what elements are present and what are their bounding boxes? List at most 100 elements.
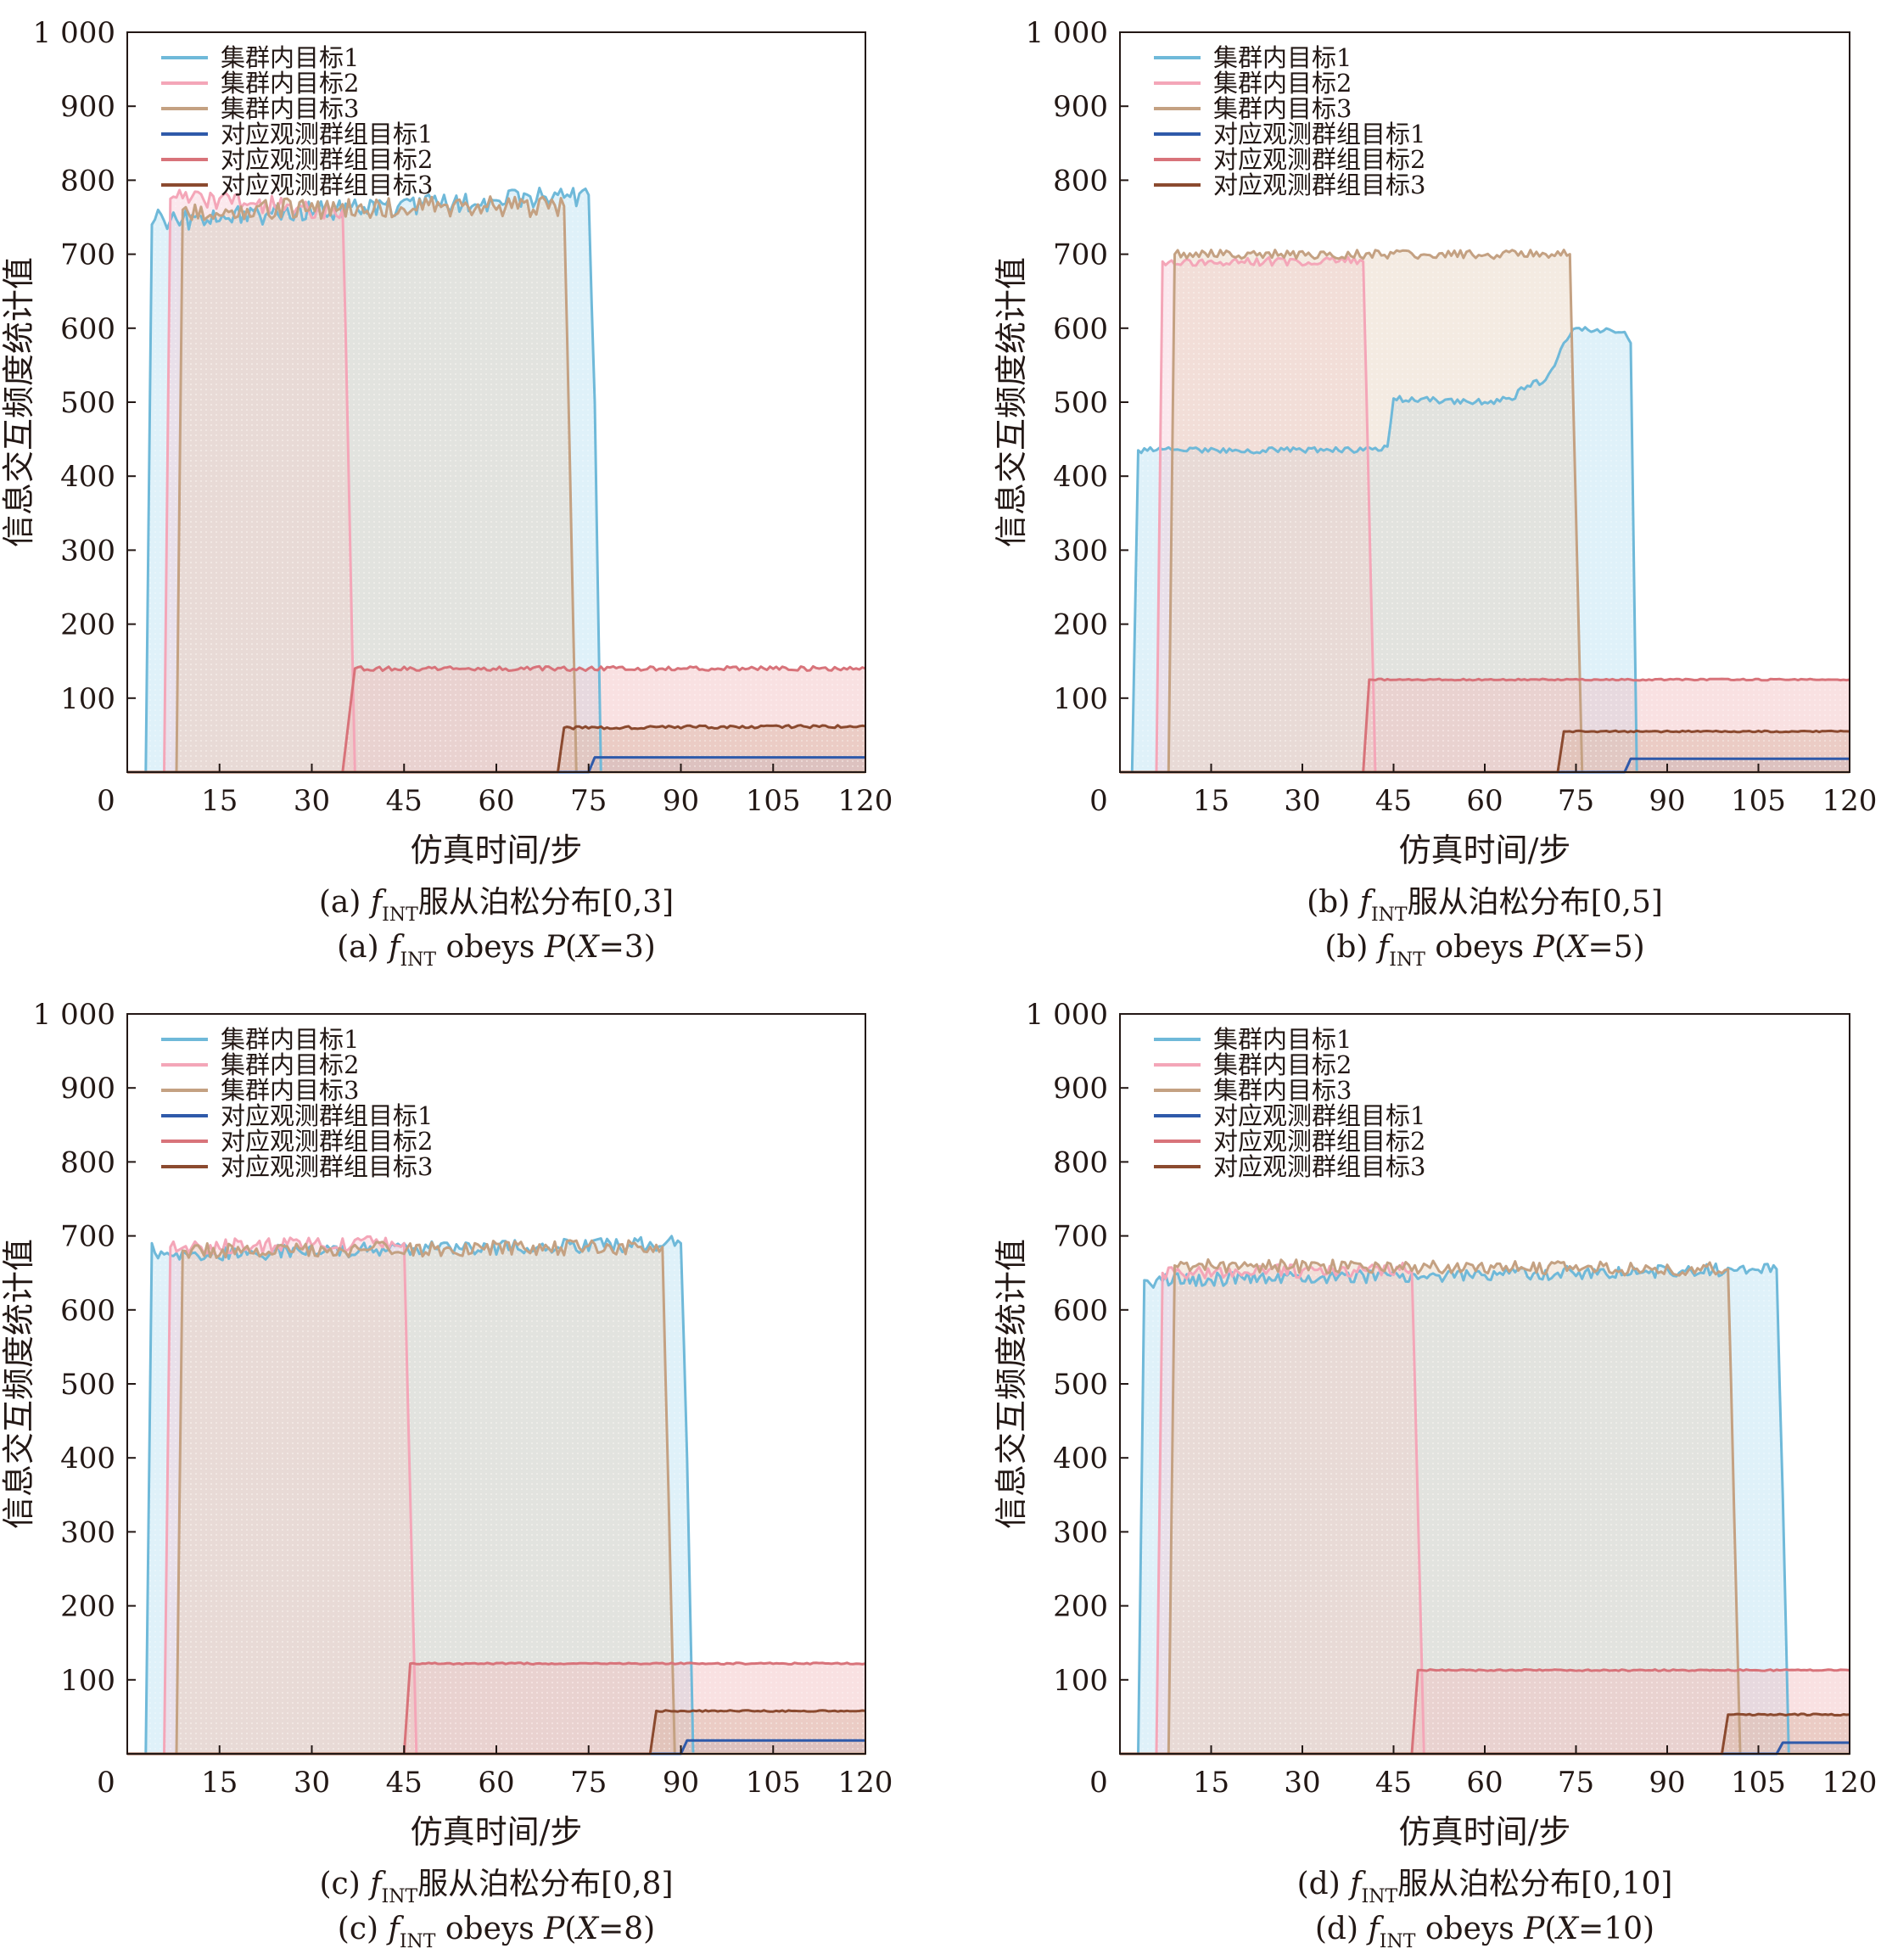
x-tick-label: 60 xyxy=(478,784,514,818)
x-tick-label: 90 xyxy=(663,784,699,818)
legend-label: 对应观测群组目标3 xyxy=(221,1152,433,1181)
series-area-texture-3 xyxy=(1120,249,1850,773)
y-tick-label: 300 xyxy=(60,534,115,568)
y-tick-label: 100 xyxy=(1053,682,1108,716)
legend-label: 集群内目标2 xyxy=(1213,1050,1352,1079)
x-tick-label: 30 xyxy=(1284,784,1320,818)
series-group xyxy=(1120,249,1850,774)
y-tick-label: 500 xyxy=(1053,386,1108,420)
caption-text: obeys xyxy=(1415,1912,1524,1946)
y-tick-label: 800 xyxy=(60,1145,115,1179)
caption-variable: X xyxy=(574,1912,599,1946)
caption-text: ( xyxy=(1544,1912,1556,1946)
y-tick-label: 600 xyxy=(1053,1294,1108,1328)
x-tick-label: 75 xyxy=(570,784,607,818)
series-area-texture-3 xyxy=(127,1240,865,1754)
caption-text: =10) xyxy=(1578,1912,1654,1946)
x-tick-label: 90 xyxy=(1649,1766,1685,1800)
x-tick-label: 45 xyxy=(386,784,423,818)
y-tick-label: 200 xyxy=(1053,1590,1108,1624)
y-axis-ticks: 100 200 300 400 500 600 700 800 900 1 000 xyxy=(33,16,136,716)
legend-label: 集群内目标3 xyxy=(1213,94,1352,123)
caption-cn: (d) fINT服从泊松分布[0,10] xyxy=(1297,1867,1673,1907)
x-axis-ticks: 0 15 30 45 60 75 90 105 120 xyxy=(1089,1745,1877,1800)
x-tick-label: 60 xyxy=(1466,1766,1503,1800)
legend-label: 集群内目标2 xyxy=(221,69,359,98)
series-group xyxy=(127,1235,866,1756)
legend-label: 集群内目标1 xyxy=(221,43,359,72)
caption-text: =8) xyxy=(598,1912,655,1946)
y-tick-label: 1 000 xyxy=(33,16,115,50)
y-axis-ticks: 100 200 300 400 500 600 700 800 900 1 000 xyxy=(33,998,136,1698)
x-axis-title: 仿真时间/步 xyxy=(1399,1813,1571,1851)
chart-panel-2: 0 15 30 45 60 75 90 105 120 100 200 300 400 500 600 700… xyxy=(993,16,1877,971)
caption-text: ( xyxy=(564,1912,576,1946)
series-area-texture-6 xyxy=(1120,731,1850,772)
caption-text: ( xyxy=(565,930,577,965)
y-tick-label: 400 xyxy=(1053,1442,1108,1476)
y-tick-label: 1 000 xyxy=(33,998,115,1032)
y-tick-label: 500 xyxy=(60,1368,115,1402)
legend: 集群内目标1集群内目标2集群内目标3对应观测群组目标1对应观测群组目标2对应观测… xyxy=(161,1025,433,1181)
x-axis-title: 仿真时间/步 xyxy=(1399,832,1571,869)
legend-label: 对应观测群组目标2 xyxy=(221,145,433,174)
y-tick-label: 300 xyxy=(60,1515,115,1549)
caption-text: 服从泊松分布[0,8] xyxy=(417,1867,673,1901)
y-tick-label: 700 xyxy=(1053,238,1108,272)
series-area-texture-6 xyxy=(1120,1713,1850,1754)
caption-subscript: INT xyxy=(400,1931,436,1952)
x-tick-label: 60 xyxy=(478,1766,514,1800)
series-group xyxy=(1120,1257,1850,1756)
caption-subscript: INT xyxy=(382,1886,418,1907)
caption-en: (c) fINT obeys P(X=8) xyxy=(338,1912,655,1952)
caption-subscript: INT xyxy=(382,904,418,926)
y-tick-label: 200 xyxy=(60,1590,115,1624)
legend-label: 集群内目标2 xyxy=(221,1050,359,1079)
x-tick-label: 105 xyxy=(1731,1766,1786,1800)
y-tick-label: 600 xyxy=(60,312,115,346)
y-tick-label: 700 xyxy=(1053,1220,1108,1254)
legend-label: 对应观测群组目标3 xyxy=(1213,171,1425,199)
caption-text: (b) xyxy=(1307,885,1360,920)
y-tick-label: 100 xyxy=(1053,1664,1108,1698)
y-tick-label: 400 xyxy=(1053,460,1108,494)
x-tick-label: 75 xyxy=(570,1766,607,1800)
caption-variable: P xyxy=(543,1912,565,1946)
x-tick-label: 0 xyxy=(97,784,115,818)
y-tick-label: 300 xyxy=(1053,1515,1108,1549)
legend: 集群内目标1集群内目标2集群内目标3对应观测群组目标1对应观测群组目标2对应观测… xyxy=(161,43,433,199)
caption-variable: X xyxy=(1564,930,1589,965)
y-tick-label: 800 xyxy=(1053,164,1108,198)
caption-variable: P xyxy=(1533,930,1555,965)
caption-text: obeys xyxy=(435,1912,544,1946)
series-area-texture-3 xyxy=(127,196,865,773)
caption-cn: (c) fINT服从泊松分布[0,8] xyxy=(320,1867,674,1907)
caption-text: =3) xyxy=(599,930,656,965)
caption-variable: X xyxy=(1554,1912,1579,1946)
caption-text: (b) xyxy=(1324,930,1378,965)
series-group xyxy=(127,187,866,774)
y-axis-title: 信息交互频度统计值 xyxy=(993,257,1030,547)
x-tick-label: 90 xyxy=(663,1766,699,1800)
x-tick-label: 120 xyxy=(838,784,893,818)
legend-label: 对应观测群组目标2 xyxy=(1213,1127,1425,1156)
y-tick-label: 700 xyxy=(60,238,115,272)
y-tick-label: 600 xyxy=(1053,312,1108,346)
legend-label: 对应观测群组目标1 xyxy=(221,1101,433,1130)
y-tick-label: 800 xyxy=(60,164,115,198)
caption-text: (d) xyxy=(1297,1867,1351,1901)
legend-label: 集群内目标1 xyxy=(1213,43,1352,72)
caption-subscript: INT xyxy=(1389,949,1425,971)
legend-label: 集群内目标3 xyxy=(1213,1076,1352,1105)
caption-text: 服从泊松分布[0,10] xyxy=(1397,1867,1672,1901)
caption-text: (c) xyxy=(320,1867,371,1901)
y-tick-label: 900 xyxy=(60,1072,115,1106)
caption-en: (b) fINT obeys P(X=5) xyxy=(1324,930,1644,971)
x-tick-label: 0 xyxy=(1089,1766,1108,1800)
x-axis-title: 仿真时间/步 xyxy=(411,832,583,869)
chart-panel-3: 0 15 30 45 60 75 90 105 120 100 200 300 400 500 600 700… xyxy=(0,998,893,1952)
x-tick-label: 0 xyxy=(97,1766,115,1800)
chart-panel-4: 0 15 30 45 60 75 90 105 120 100 200 300 400 500 600 700… xyxy=(993,998,1877,1952)
y-tick-label: 300 xyxy=(1053,534,1108,568)
caption-subscript: INT xyxy=(400,949,436,971)
